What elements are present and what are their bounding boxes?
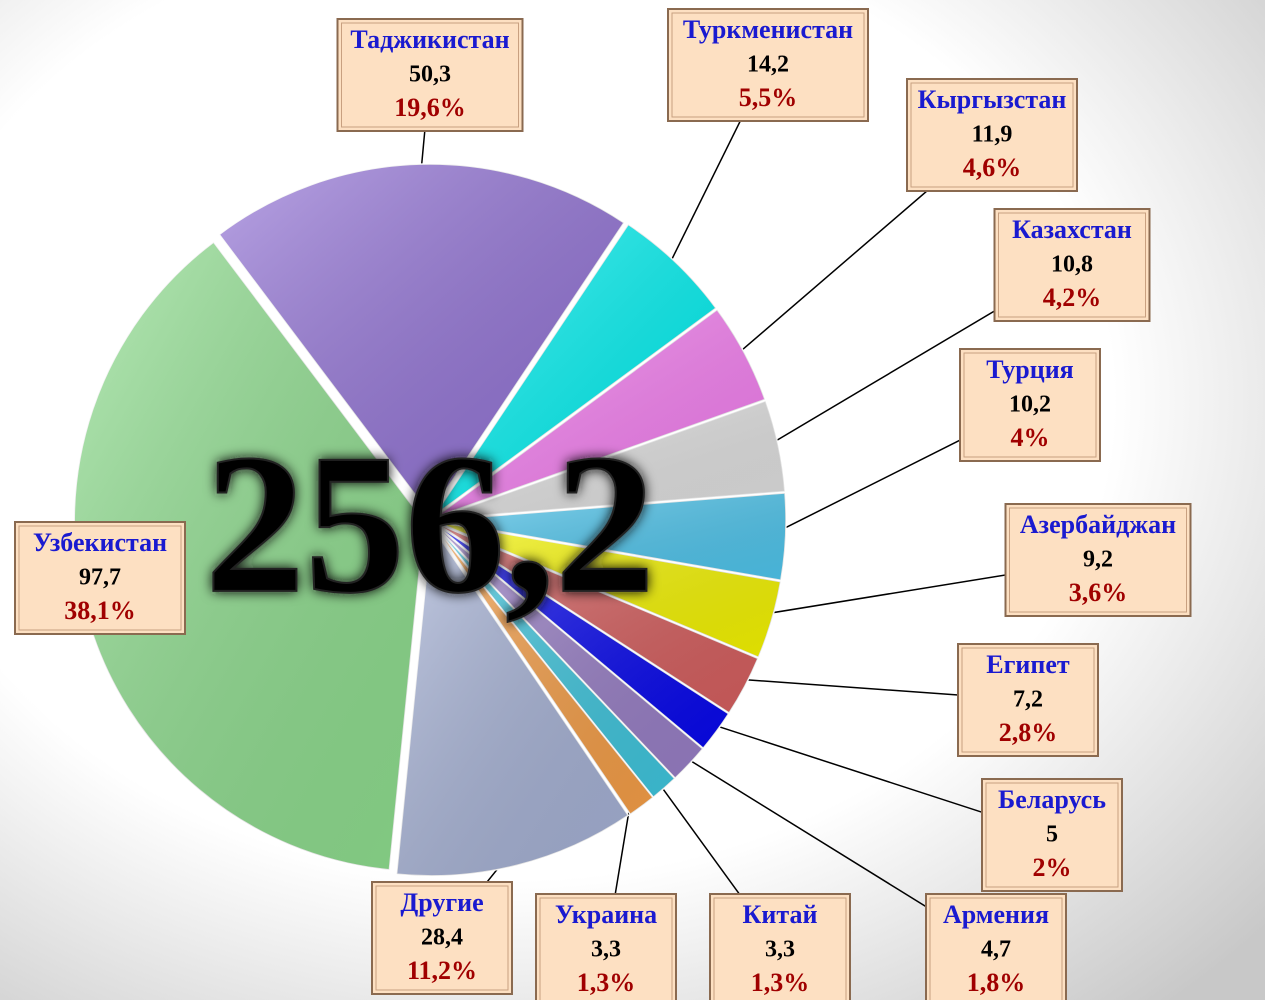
label-box (336, 18, 524, 132)
value-label: 10,2 (1009, 392, 1051, 418)
slice-shine (219, 164, 624, 515)
slice-shine (434, 524, 703, 779)
value-label: 28,4 (421, 925, 463, 951)
value-label: 4,7 (981, 937, 1011, 963)
label-box-inner (18, 525, 182, 631)
label-box-inner (963, 352, 1097, 458)
category-label: Китай (743, 900, 818, 929)
percent-label: 4,6% (963, 153, 1022, 182)
percent-label: 2,8% (999, 718, 1058, 747)
label-box (906, 78, 1078, 192)
percent-label: 3,6% (1069, 578, 1128, 607)
percent-label: 11,2% (407, 956, 477, 985)
category-label: Армения (943, 900, 1049, 929)
category-label: Таджикистан (350, 25, 509, 54)
label-box (1004, 503, 1192, 617)
label-box-inner (341, 22, 519, 128)
label-box (14, 521, 186, 635)
total-label: 256,2 (205, 414, 655, 635)
slice-shine (396, 525, 629, 876)
label-box-inner (929, 897, 1063, 1000)
category-label: Узбекистан (33, 528, 167, 557)
label-box (709, 893, 851, 1000)
category-label: Украина (555, 900, 657, 929)
value-label: 3,3 (591, 937, 621, 963)
label-box-inner (910, 82, 1074, 188)
percent-label: 4% (1011, 423, 1050, 452)
value-label: 11,9 (972, 122, 1013, 148)
percent-label: 1,8% (967, 968, 1026, 997)
value-label: 3,3 (765, 937, 795, 963)
label-box-inner (961, 647, 1095, 753)
label-box-inner (671, 12, 865, 118)
label-box-inner (713, 897, 847, 1000)
label-box-inner (1009, 507, 1187, 613)
category-label: Туркменистан (683, 15, 853, 44)
label-box (959, 348, 1101, 462)
value-label: 9,2 (1083, 547, 1113, 573)
label-box (993, 208, 1151, 322)
slice-shine (433, 524, 675, 798)
category-label: Кыргызстан (918, 85, 1067, 114)
category-label: Турция (986, 355, 1074, 384)
category-label: Казахстан (1012, 215, 1132, 244)
slice-shine (74, 242, 425, 870)
category-label: Азербайджан (1020, 510, 1176, 539)
percent-label: 38,1% (64, 596, 136, 625)
value-label: 50,3 (409, 62, 451, 88)
slice-shine (435, 309, 765, 518)
slice-shine (435, 521, 781, 658)
label-box (981, 778, 1123, 892)
label-box (667, 8, 869, 122)
label-box (957, 643, 1099, 757)
slice-shine (435, 522, 758, 713)
label-box (535, 893, 677, 1000)
category-label: Египет (986, 650, 1070, 679)
value-label: 5 (1046, 822, 1058, 848)
value-label: 10,8 (1051, 252, 1093, 278)
category-label: Другие (400, 888, 483, 917)
label-box-inner (998, 212, 1146, 318)
percent-label: 1,3% (577, 968, 636, 997)
slice-shine (434, 523, 729, 749)
slice-shine (434, 224, 716, 516)
total-glow: 256,2 (205, 414, 655, 635)
percent-label: 4,2% (1043, 283, 1102, 312)
label-box (371, 881, 513, 995)
value-label: 97,7 (79, 565, 121, 591)
percent-label: 2% (1033, 853, 1072, 882)
slice-shine (435, 401, 785, 519)
label-box (925, 893, 1067, 1000)
label-box-inner (985, 782, 1119, 888)
percent-label: 1,3% (751, 968, 810, 997)
label-box-inner (375, 885, 509, 991)
label-box-inner (539, 897, 673, 1000)
value-label: 7,2 (1013, 687, 1043, 713)
slice-shine (435, 492, 786, 581)
percent-label: 5,5% (739, 83, 798, 112)
value-label: 14,2 (747, 52, 789, 78)
slice-shine (433, 524, 654, 815)
category-label: Беларусь (998, 785, 1106, 814)
percent-label: 19,6% (394, 93, 466, 122)
